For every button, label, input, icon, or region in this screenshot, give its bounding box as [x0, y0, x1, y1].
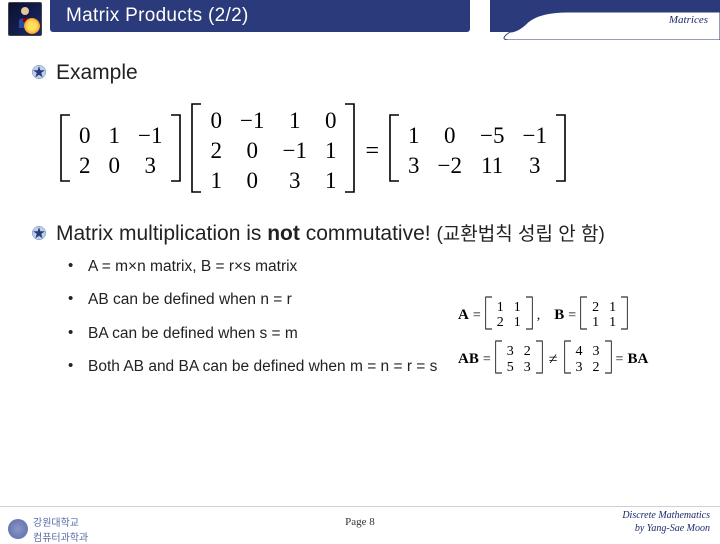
- commutative-heading: Matrix multiplication is not commutative…: [56, 221, 690, 247]
- list-item: A = m×n matrix, B = r×s matrix: [88, 257, 690, 276]
- eq-sign: =: [473, 308, 481, 323]
- commutative-text-1: Matrix multiplication is: [56, 222, 267, 245]
- footer-logo-line2: 컴퓨터과학과: [33, 529, 88, 544]
- slide-title: Matrix Products (2/2): [66, 5, 249, 26]
- footer-page: Page 8: [0, 516, 720, 528]
- bullet-icon: [30, 63, 48, 81]
- small-matrix-b: 2111: [580, 296, 628, 334]
- matrix-a: 01−1203: [60, 114, 181, 188]
- section-commutative: Matrix multiplication is not commutative…: [30, 221, 690, 247]
- equation-row: 01−1203 0−11020−111031 = 10−5−13−2113: [60, 103, 690, 199]
- section-example: Example: [30, 60, 690, 85]
- commutative-text-2: commutative!: [300, 222, 437, 245]
- neq-sign: ≠: [547, 351, 560, 369]
- small-matrix-a: 1121: [485, 296, 533, 334]
- example-heading: Example: [56, 60, 690, 85]
- commutative-korean: (교환법칙 성립 안 함): [436, 224, 604, 245]
- commutative-strong: not: [267, 222, 300, 245]
- comma: ,: [537, 308, 541, 323]
- equals-sign: =: [365, 138, 379, 165]
- eq-sign: =: [568, 308, 576, 323]
- label-b: B: [554, 307, 564, 324]
- topic-tab: Matrices: [490, 0, 720, 38]
- credit-line1: Discrete Mathematics: [622, 510, 710, 523]
- label-ab: AB: [458, 351, 479, 368]
- label-a: A: [458, 307, 469, 324]
- small-matrix-ba: 4332: [564, 340, 612, 378]
- matrix-c: 10−5−13−2113: [389, 114, 566, 188]
- footer-credit: Discrete Mathematics by Yang-Sae Moon: [622, 510, 710, 535]
- matrix-b: 0−11020−111031: [191, 103, 355, 199]
- eq-sign: =: [483, 352, 491, 367]
- footer: 강원대학교 컴퓨터과학과 Page 8 Discrete Mathematics…: [0, 506, 720, 540]
- corner-logo: [6, 0, 46, 38]
- small-matrices-block: A = 1121 , B = 2111 AB = 3253 ≠ 4332 = B…: [458, 296, 708, 385]
- small-matrix-ab: 3253: [495, 340, 543, 378]
- bullet-icon: [30, 224, 48, 242]
- eq-sign: =: [616, 352, 624, 367]
- topic-label: Matrices: [669, 14, 708, 26]
- credit-line2: by Yang-Sae Moon: [622, 523, 710, 536]
- label-ba: BA: [627, 351, 648, 368]
- slide-title-bar: Matrix Products (2/2): [50, 0, 470, 32]
